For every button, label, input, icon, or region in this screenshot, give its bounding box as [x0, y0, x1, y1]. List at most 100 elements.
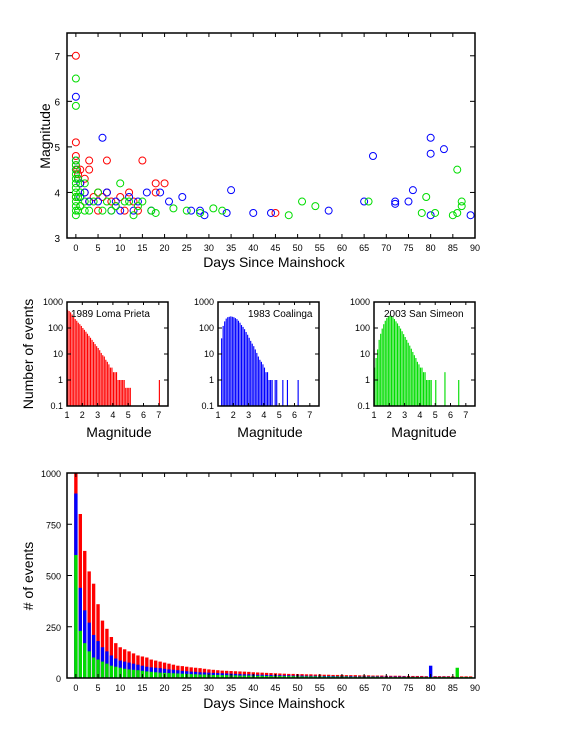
histogram-x-tick-label: 2 — [80, 410, 85, 420]
scatter-point — [196, 206, 205, 215]
scatter-point — [74, 174, 83, 183]
scatter-point — [116, 206, 125, 215]
histogram-bar — [406, 339, 408, 406]
daily-count-bar — [238, 675, 242, 678]
histogram-bar — [247, 334, 249, 406]
scatter-point — [298, 197, 307, 206]
daily-counts-frame — [66, 472, 476, 679]
scatter-x-tick-label: 35 — [226, 243, 236, 253]
scatter-point — [156, 188, 165, 197]
histogram-bar — [419, 367, 422, 406]
scatter-point — [94, 197, 103, 206]
scatter-x-tick-label: 25 — [182, 243, 192, 253]
histogram-bar — [297, 380, 299, 406]
scatter-point — [182, 206, 191, 215]
histogram-san-simeon-x-label: Magnitude — [391, 424, 457, 440]
histogram-bar — [112, 372, 115, 406]
histogram-bar — [389, 315, 391, 406]
scatter-point — [85, 156, 94, 165]
scatter-point — [271, 208, 280, 217]
scatter-point — [76, 188, 85, 197]
scatter-point — [125, 193, 134, 201]
daily-counts-x-tick-label: 55 — [315, 683, 325, 693]
histogram-bar — [418, 364, 420, 406]
histogram-bar — [404, 337, 406, 406]
daily-count-bar — [109, 665, 114, 678]
daily-count-bar — [233, 675, 238, 678]
scatter-point — [71, 179, 80, 188]
histogram-bar — [458, 380, 460, 406]
scatter-point — [71, 92, 80, 101]
scatter-x-tick-label: 80 — [426, 243, 436, 253]
histogram-x-tick-label: 3 — [95, 410, 100, 420]
scatter-point — [138, 156, 147, 165]
daily-count-bar — [96, 659, 100, 678]
scatter-point — [165, 197, 173, 206]
histogram-bar — [222, 325, 224, 406]
histogram-bar — [407, 342, 409, 406]
histogram-y-tick-label: 0.1 — [357, 401, 370, 411]
daily-counts-x-tick-label: 90 — [470, 683, 480, 693]
daily-count-bar — [260, 675, 264, 678]
histogram-bar — [126, 387, 128, 406]
scatter-point — [71, 74, 80, 83]
histogram-x-tick-label: 7 — [307, 410, 312, 420]
scatter-point — [71, 165, 80, 174]
histogram-bar — [117, 380, 119, 406]
scatter-point — [76, 193, 85, 201]
scatter-point — [125, 197, 134, 206]
scatter-x-tick-label: 30 — [204, 243, 214, 253]
daily-counts-bars — [74, 473, 473, 678]
histogram-x-tick-label: 1 — [64, 410, 69, 420]
histogram-bar — [80, 325, 82, 406]
daily-counts-x-label: Days Since Mainshock — [203, 695, 346, 711]
scatter-point — [71, 170, 80, 179]
histogram-bar — [234, 318, 236, 406]
daily-count-bar — [224, 675, 229, 678]
histogram-bar — [380, 333, 382, 406]
histogram-y-tick-label: 1 — [365, 375, 370, 385]
histogram-bar — [427, 380, 429, 406]
scatter-point — [116, 193, 125, 201]
daily-count-bar — [91, 634, 96, 678]
scatter-x-tick-label: 70 — [381, 243, 391, 253]
scatter-point — [89, 197, 98, 206]
scatter-frame — [66, 32, 476, 239]
histogram-bar — [221, 338, 223, 406]
daily-count-bar — [105, 663, 109, 678]
scatter-ticks: 0 5 10 15 20 25 30 35 40 45 50 55 60 65 70 75 80 85 903456… — [54, 33, 480, 253]
daily-counts-x-tick-label: 70 — [381, 683, 391, 693]
scatter-point — [85, 197, 94, 206]
histogram-coalinga-bars — [221, 316, 299, 406]
histogram-bar — [91, 339, 93, 406]
histogram-bar — [77, 322, 79, 406]
histogram-bar — [422, 372, 425, 406]
daily-count-bar — [313, 676, 318, 678]
scatter-point — [404, 197, 413, 206]
scatter-x-tick-label: 0 — [73, 243, 78, 253]
histogram-bar — [120, 380, 122, 406]
scatter-point — [71, 156, 80, 165]
daily-count-bar — [87, 651, 91, 678]
daily-count-bar — [136, 670, 140, 678]
histogram-bar — [74, 319, 76, 406]
scatter-point — [151, 208, 160, 217]
histogram-bar — [424, 372, 426, 406]
histogram-bar — [263, 367, 266, 406]
histogram-bar — [83, 329, 85, 406]
daily-count-bar — [91, 657, 96, 678]
scatter-point — [98, 193, 107, 201]
histogram-bar — [377, 349, 379, 406]
histogram-y-label: Number of events — [20, 299, 36, 410]
histogram-bar — [381, 328, 383, 406]
scatter-point — [107, 197, 116, 206]
scatter-point — [426, 133, 435, 142]
histogram-bar — [76, 320, 78, 406]
scatter-point — [120, 206, 129, 215]
histogram-bar — [421, 367, 423, 406]
daily-count-bar — [87, 622, 91, 678]
scatter-point — [129, 206, 138, 215]
histogram-bar — [396, 323, 399, 406]
